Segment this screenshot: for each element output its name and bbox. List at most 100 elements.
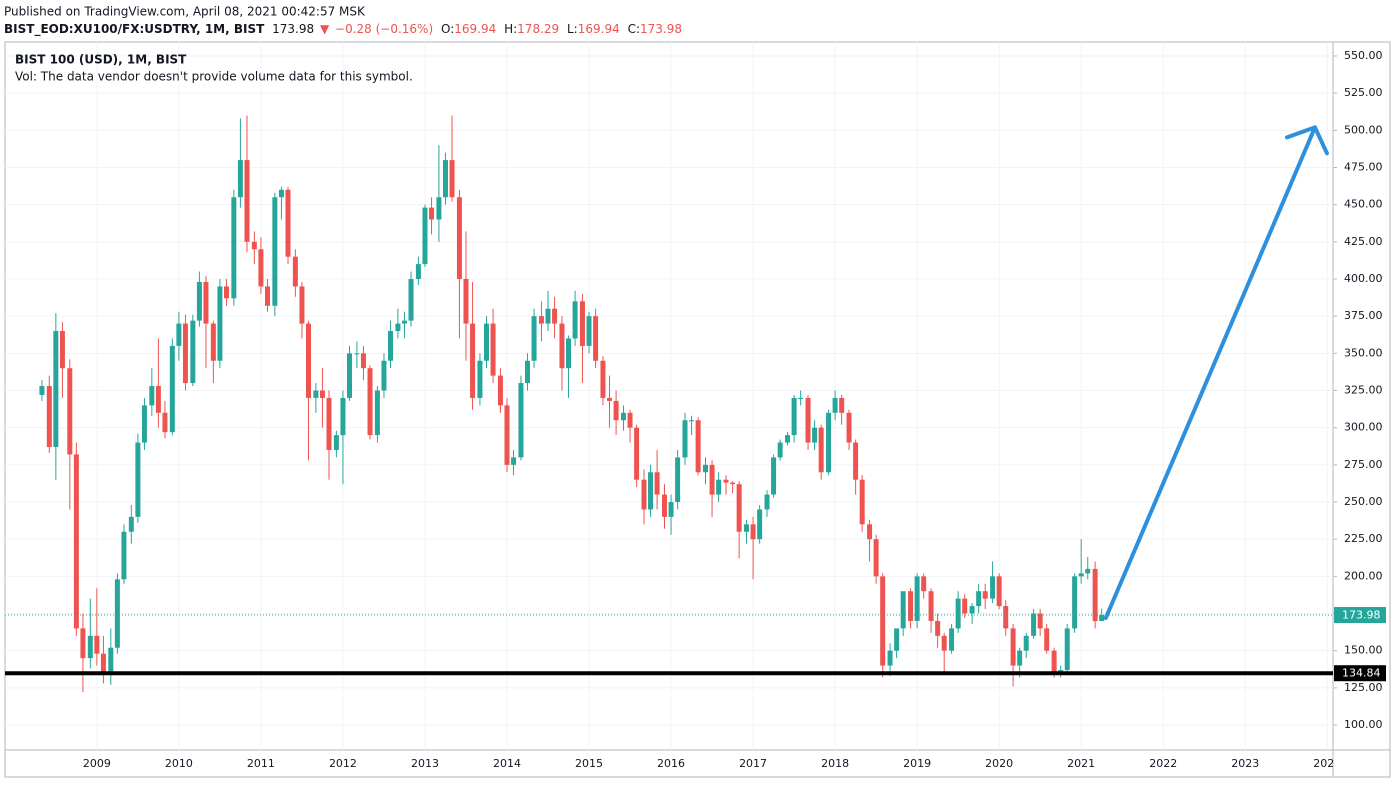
candle-body [511, 457, 517, 465]
candle-body [231, 197, 237, 299]
candle-body [613, 400, 619, 421]
candle-body [53, 331, 59, 447]
candle-body [935, 620, 941, 636]
candle-body [552, 308, 558, 324]
candle-body [456, 197, 462, 279]
candle-body [67, 368, 73, 455]
candle-body [744, 524, 750, 532]
candle-body [46, 386, 52, 447]
h-value: 178.29 [517, 22, 559, 36]
x-tick-label: 2014 [493, 757, 521, 770]
y-tick-label: 400.00 [1344, 272, 1383, 285]
candle-body [1078, 573, 1084, 577]
candle-body [258, 249, 264, 287]
candle-body [579, 301, 585, 346]
x-tick-label: 2015 [575, 757, 603, 770]
y-tick-label: 350.00 [1344, 346, 1383, 359]
candle-body [1010, 628, 1016, 666]
x-tick-label: 2013 [411, 757, 439, 770]
candle-body [607, 397, 613, 401]
y-tick-label: 500.00 [1344, 123, 1383, 136]
candle-body [463, 278, 469, 324]
x-tick-label: 2023 [1231, 757, 1259, 770]
candle-body [1064, 628, 1070, 671]
candle-body [730, 482, 736, 485]
candle-body [764, 494, 770, 510]
change: −0.28 (−0.16%) [335, 22, 433, 36]
candle-body [873, 539, 879, 577]
last-price: 173.98 [272, 22, 314, 36]
candle-body [429, 207, 435, 220]
l-value: 169.94 [578, 22, 620, 36]
y-tick-label: 225.00 [1344, 532, 1383, 545]
candle-body [149, 386, 155, 406]
y-tick-label: 125.00 [1344, 681, 1383, 694]
y-tick-label: 200.00 [1344, 569, 1383, 582]
y-tick-label: 375.00 [1344, 309, 1383, 322]
candle-body [996, 576, 1002, 607]
candle-body [668, 502, 674, 517]
candle-body [675, 457, 681, 503]
candle-body [736, 484, 742, 532]
candle-body [976, 591, 982, 607]
candle-body [401, 320, 407, 324]
candle-body [846, 412, 852, 443]
candle-body [217, 286, 223, 361]
candle-body [785, 435, 791, 443]
candle-body [272, 197, 278, 306]
candle-body [340, 397, 346, 436]
candle-body [1072, 576, 1078, 629]
candle-body [87, 635, 93, 659]
candle-body [723, 479, 729, 483]
candle-body [962, 598, 968, 614]
x-tick-label: 2010 [165, 757, 193, 770]
candle-body [504, 405, 510, 465]
x-tick-label: 2011 [247, 757, 275, 770]
candle-body [634, 427, 640, 480]
candle-body [832, 397, 838, 413]
candle-body [395, 323, 401, 332]
candle-body [128, 516, 134, 532]
candle-body [538, 316, 544, 324]
candle-body [1031, 613, 1037, 636]
candle-body [750, 524, 756, 540]
o-label: O: [441, 22, 454, 36]
candle-body [100, 653, 106, 673]
candle-body [1017, 650, 1023, 666]
arrow-head [1284, 125, 1329, 156]
x-tick-label: 2017 [739, 757, 767, 770]
grid [5, 42, 1333, 750]
c-label: C: [628, 22, 640, 36]
y-tick-label: 550.00 [1344, 49, 1383, 62]
candle-body [641, 479, 647, 510]
legend-line: BIST_EOD:XU100/FX:USDTRY, 1M, BIST 173.9… [4, 22, 682, 37]
candle-body [1023, 635, 1029, 651]
candle-body [182, 323, 188, 384]
candle-body [190, 320, 196, 384]
candle-body [1051, 650, 1057, 673]
h-label: H: [504, 22, 517, 36]
candle-body [326, 397, 332, 450]
candle-body [203, 281, 209, 324]
o-value: 169.94 [454, 22, 496, 36]
candle-body [1037, 613, 1043, 629]
candle-body [196, 281, 202, 321]
candle-body [299, 286, 305, 324]
candle-body [285, 189, 291, 257]
candle-body [360, 353, 366, 369]
y-tick-label: 275.00 [1344, 458, 1383, 471]
candle-body [798, 397, 804, 399]
candle-body [887, 650, 893, 666]
y-tick-label: 250.00 [1344, 495, 1383, 508]
candle-body [654, 472, 660, 495]
last-price-box [1334, 607, 1386, 624]
candle-body [777, 442, 783, 458]
candle-body [162, 412, 168, 433]
candle-body [880, 576, 886, 666]
candle-body [470, 323, 476, 398]
candle-body [826, 412, 832, 473]
candle-body [716, 479, 722, 495]
candle-body [169, 345, 175, 433]
candle-body [210, 323, 216, 361]
